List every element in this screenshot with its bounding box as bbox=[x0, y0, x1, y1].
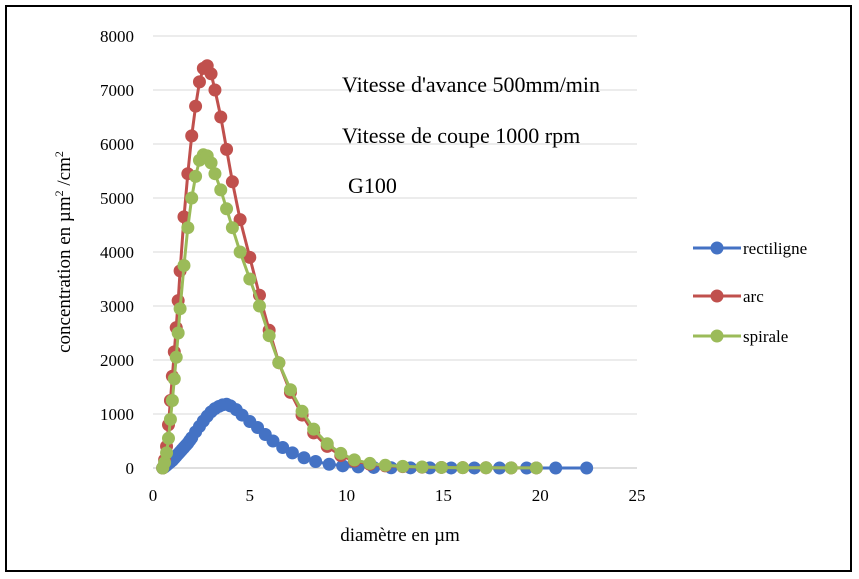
data-point-spirale-27 bbox=[283, 383, 297, 397]
x-tick-label-3: 15 bbox=[435, 486, 452, 505]
data-point-arc-23 bbox=[243, 250, 257, 264]
y-tick-label-7: 7000 bbox=[100, 81, 134, 100]
data-point-spirale-11 bbox=[181, 221, 195, 235]
legend-marker-rectiligne bbox=[710, 241, 724, 255]
data-point-arc-10 bbox=[177, 210, 191, 224]
data-point-spirale-9 bbox=[173, 302, 187, 316]
annotation-1: Vitesse de coupe 1000 rpm bbox=[342, 123, 580, 148]
x-tick-label-1: 5 bbox=[246, 486, 255, 505]
data-point-spirale-19 bbox=[214, 183, 228, 197]
data-point-rectiligne-48 bbox=[580, 461, 594, 475]
y-tick-label-1: 1000 bbox=[100, 405, 134, 424]
data-point-rectiligne-31 bbox=[266, 434, 280, 448]
y-tick-label-0: 0 bbox=[126, 459, 135, 478]
data-point-spirale-20 bbox=[220, 202, 234, 216]
data-point-spirale-17 bbox=[204, 156, 218, 170]
data-point-spirale-21 bbox=[225, 221, 239, 235]
legend-label-rectiligne: rectiligne bbox=[743, 239, 807, 258]
y-tick-label-6: 6000 bbox=[100, 135, 134, 154]
data-point-spirale-38 bbox=[456, 461, 470, 475]
y-axis-title: concentration en µm2 /cm2 bbox=[52, 151, 75, 353]
data-point-rectiligne-32 bbox=[276, 440, 290, 454]
data-point-spirale-6 bbox=[167, 372, 181, 386]
x-tick-label-0: 0 bbox=[149, 486, 158, 505]
y-tick-label-4: 4000 bbox=[100, 243, 134, 262]
data-point-spirale-2 bbox=[160, 446, 174, 460]
legend-marker-arc bbox=[710, 289, 724, 303]
data-point-spirale-29 bbox=[307, 422, 321, 436]
chart-frame bbox=[5, 5, 852, 572]
data-point-arc-13 bbox=[189, 99, 203, 113]
x-tick-label-4: 20 bbox=[532, 486, 549, 505]
data-point-arc-20 bbox=[220, 142, 234, 156]
data-point-spirale-26 bbox=[272, 356, 286, 370]
data-point-spirale-23 bbox=[243, 272, 257, 286]
data-point-arc-21 bbox=[225, 175, 239, 189]
data-point-spirale-7 bbox=[169, 350, 183, 364]
series-layer bbox=[156, 59, 594, 475]
x-tick-label-2: 10 bbox=[338, 486, 355, 505]
data-point-rectiligne-34 bbox=[297, 451, 311, 465]
data-point-rectiligne-37 bbox=[336, 459, 350, 473]
y-tick-label-8: 8000 bbox=[100, 27, 134, 46]
data-point-rectiligne-35 bbox=[309, 455, 323, 469]
annotation-0: Vitesse d'avance 500mm/min bbox=[342, 72, 600, 97]
annotation-2: G100 bbox=[348, 173, 397, 198]
legend-label-spirale: spirale bbox=[743, 327, 788, 346]
legend-label-arc: arc bbox=[743, 287, 764, 306]
y-tick-label-2: 2000 bbox=[100, 351, 134, 370]
data-point-spirale-28 bbox=[295, 404, 309, 418]
data-point-spirale-32 bbox=[347, 453, 361, 467]
data-point-spirale-25 bbox=[262, 329, 276, 343]
series-line-spirale bbox=[161, 153, 537, 470]
data-point-spirale-22 bbox=[233, 245, 247, 259]
data-point-arc-17 bbox=[204, 67, 218, 81]
data-point-spirale-24 bbox=[252, 299, 266, 313]
data-point-spirale-3 bbox=[161, 431, 175, 445]
data-point-spirale-10 bbox=[177, 259, 191, 272]
data-point-spirale-12 bbox=[185, 191, 199, 205]
data-point-spirale-13 bbox=[189, 169, 203, 183]
legend: rectiligne arc spirale bbox=[693, 239, 807, 346]
data-point-rectiligne-36 bbox=[322, 457, 336, 471]
data-point-rectiligne-33 bbox=[285, 446, 299, 460]
y-tick-label-5: 5000 bbox=[100, 189, 134, 208]
data-point-spirale-1 bbox=[158, 456, 172, 470]
data-point-spirale-35 bbox=[396, 459, 410, 473]
data-point-spirale-36 bbox=[415, 460, 429, 474]
data-point-arc-22 bbox=[233, 213, 247, 227]
data-point-arc-18 bbox=[208, 83, 222, 97]
legend-marker-spirale bbox=[710, 329, 724, 343]
series-spirale bbox=[156, 148, 543, 475]
data-point-spirale-40 bbox=[504, 461, 518, 475]
data-point-rectiligne-47 bbox=[549, 461, 563, 475]
data-point-spirale-37 bbox=[434, 460, 448, 474]
data-point-spirale-41 bbox=[529, 461, 543, 475]
data-point-spirale-30 bbox=[320, 437, 334, 451]
y-tick-label-3: 3000 bbox=[100, 297, 134, 316]
data-point-arc-12 bbox=[185, 129, 199, 143]
axes: 0 1000 2000 3000 4000 5000 6000 7000 8000 0 5 10 15 2… bbox=[100, 27, 646, 505]
data-point-spirale-31 bbox=[334, 446, 348, 460]
x-tick-label-5: 25 bbox=[629, 486, 646, 505]
data-point-spirale-39 bbox=[479, 461, 493, 475]
data-point-arc-19 bbox=[214, 110, 228, 124]
x-axis-title: diamètre en µm bbox=[340, 525, 460, 546]
data-point-spirale-8 bbox=[171, 326, 185, 340]
data-point-spirale-4 bbox=[163, 412, 177, 426]
data-point-spirale-5 bbox=[165, 394, 179, 407]
annotations: Vitesse d'avance 500mm/min Vitesse de cou… bbox=[342, 72, 600, 198]
data-point-arc-14 bbox=[192, 75, 206, 89]
data-point-spirale-18 bbox=[208, 167, 222, 181]
data-point-spirale-34 bbox=[378, 458, 392, 472]
data-point-spirale-33 bbox=[363, 456, 377, 470]
